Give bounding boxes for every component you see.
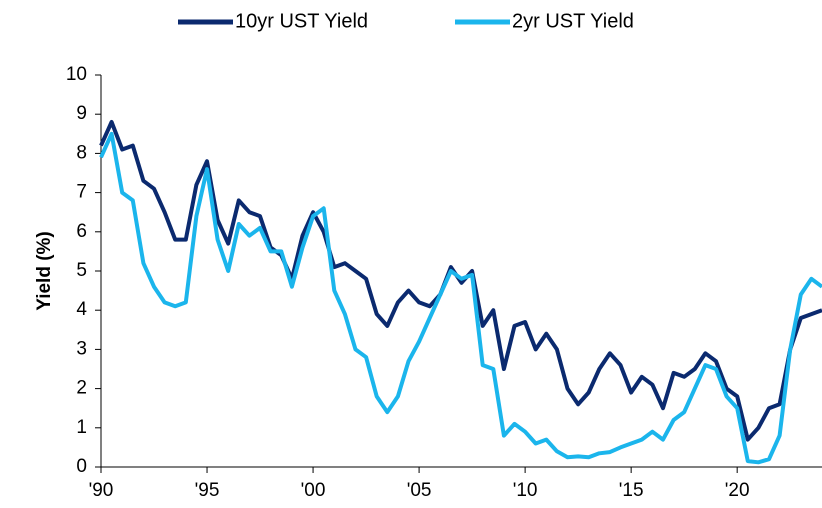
y-axis-label: Yield (%) bbox=[34, 231, 55, 311]
y-tick-label: 10 bbox=[66, 64, 87, 85]
y-tick-label: 0 bbox=[76, 456, 87, 477]
x-tick-label: '15 bbox=[619, 480, 644, 501]
series-line bbox=[99, 120, 822, 442]
x-tick-label: '05 bbox=[407, 480, 432, 501]
x-tick-label: '20 bbox=[725, 480, 750, 501]
y-tick-label: 6 bbox=[76, 221, 87, 242]
series-line bbox=[99, 131, 822, 465]
y-tick-label: 2 bbox=[76, 378, 87, 399]
y-tick-label: 8 bbox=[76, 142, 87, 163]
x-tick-label: '00 bbox=[301, 480, 326, 501]
x-tick-label: '10 bbox=[513, 480, 538, 501]
y-tick-label: 9 bbox=[76, 103, 87, 124]
x-tick-label: '95 bbox=[195, 480, 220, 501]
legend-label: 10yr UST Yield bbox=[235, 10, 368, 32]
y-tick-label: 1 bbox=[76, 417, 87, 438]
y-tick-label: 4 bbox=[76, 299, 87, 320]
legend-label: 2yr UST Yield bbox=[512, 10, 634, 32]
y-tick-label: 7 bbox=[76, 182, 87, 203]
x-tick-label: '90 bbox=[89, 480, 114, 501]
y-tick-label: 5 bbox=[76, 260, 87, 281]
y-tick-label: 3 bbox=[76, 338, 87, 359]
